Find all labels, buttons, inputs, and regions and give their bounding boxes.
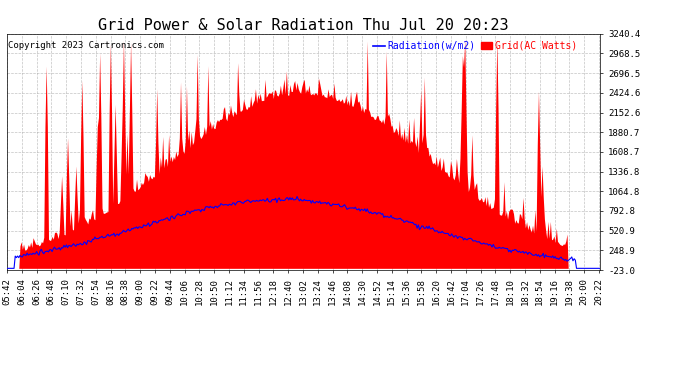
Title: Grid Power & Solar Radiation Thu Jul 20 20:23: Grid Power & Solar Radiation Thu Jul 20 … [98, 18, 509, 33]
Text: Copyright 2023 Cartronics.com: Copyright 2023 Cartronics.com [8, 41, 164, 50]
Legend: Radiation(w/m2), Grid(AC Watts): Radiation(w/m2), Grid(AC Watts) [373, 41, 578, 51]
